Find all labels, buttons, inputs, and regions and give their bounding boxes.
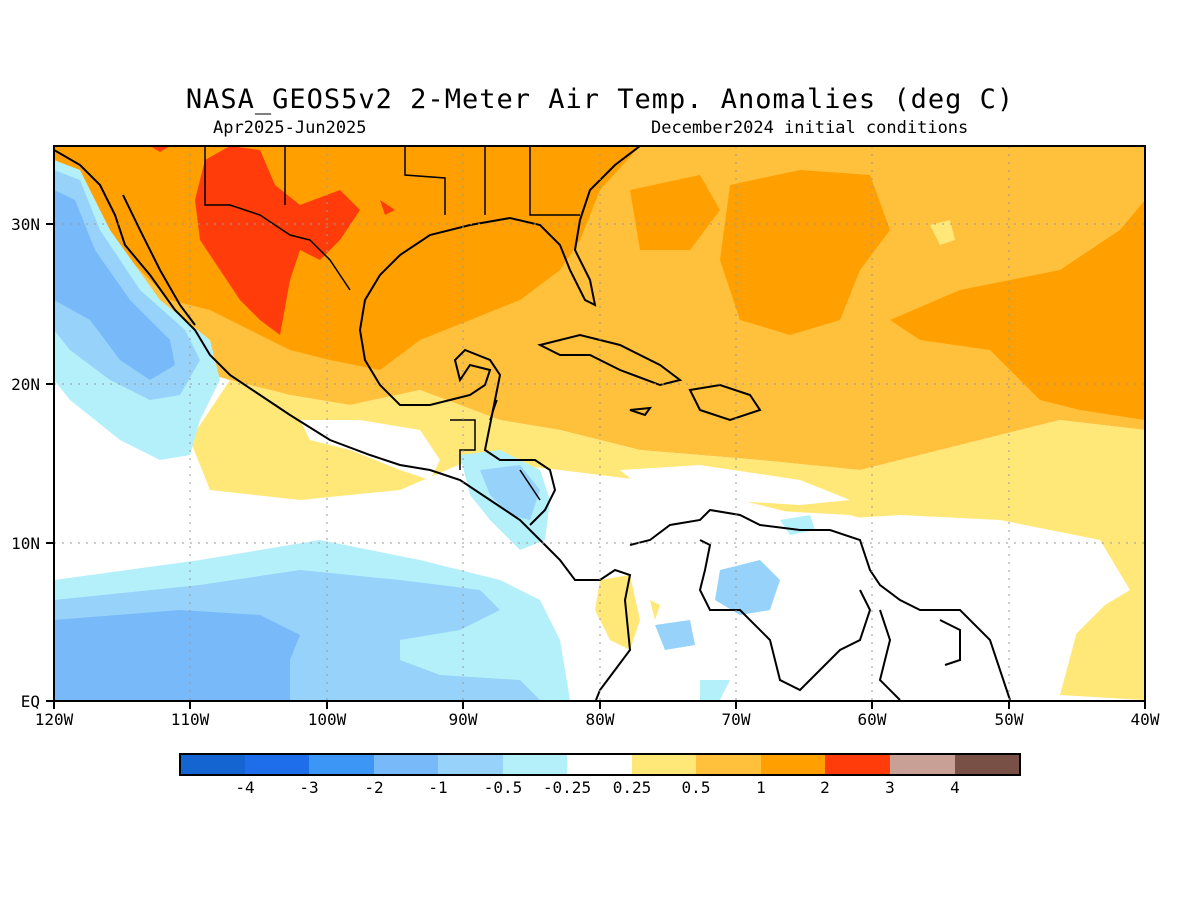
colorbar-swatch (696, 754, 761, 775)
colorbar-label: -0.5 (484, 778, 523, 797)
colorbar-label: 3 (885, 778, 895, 797)
colorbar-label: 1 (756, 778, 766, 797)
colorbar-label: -3 (299, 778, 318, 797)
lon-label-120w: 120W (35, 710, 74, 729)
lon-label-50w: 50W (995, 710, 1024, 729)
lon-label-40w: 40W (1131, 710, 1160, 729)
lon-label-70w: 70W (722, 710, 751, 729)
lon-label-90w: 90W (449, 710, 478, 729)
colorbar-label: 0.25 (613, 778, 652, 797)
colorbar-label: -2 (364, 778, 383, 797)
lon-label-60w: 60W (858, 710, 887, 729)
colorbar-swatch (890, 754, 955, 775)
colorbar-swatch (309, 754, 374, 775)
colorbar-label: 2 (820, 778, 830, 797)
colorbar-label: -4 (235, 778, 254, 797)
initial-conditions: December2024 initial conditions (651, 118, 969, 138)
colorbar (179, 753, 1021, 776)
anomaly-field (54, 146, 1145, 701)
lat-label-eq: EQ (21, 692, 40, 711)
lat-label-10n: 10N (11, 534, 40, 553)
colorbar-labels: -4 -3 -2 -1 -0.5 -0.25 0.25 0.5 1 2 3 4 (235, 778, 959, 797)
colorbar-swatch (567, 754, 632, 775)
lon-label-110w: 110W (171, 710, 210, 729)
colorbar-label: -0.25 (543, 778, 591, 797)
lon-label-80w: 80W (586, 710, 615, 729)
axis-ticks (46, 223, 1146, 709)
graticule (54, 146, 1145, 701)
colorbar-swatch (761, 754, 825, 775)
colorbar-label: 4 (950, 778, 960, 797)
colorbar-label: 0.5 (682, 778, 711, 797)
colorbar-swatch (438, 754, 503, 775)
colorbar-swatch (503, 754, 567, 775)
colorbar-swatch (632, 754, 696, 775)
colorbar-label: -1 (428, 778, 447, 797)
colorbar-swatch (180, 754, 245, 775)
borders (204, 146, 580, 501)
lat-label-30n: 30N (11, 215, 40, 234)
colorbar-swatch (374, 754, 438, 775)
colorbar-swatch (825, 754, 890, 775)
colorbar-swatch (955, 754, 1020, 775)
lat-label-20n: 20N (11, 375, 40, 394)
lon-label-100w: 100W (308, 710, 347, 729)
forecast-period: Apr2025-Jun2025 (213, 118, 367, 138)
map-title: NASA_GEOS5v2 2-Meter Air Temp. Anomalies… (185, 84, 1015, 115)
colorbar-swatch (245, 754, 309, 775)
